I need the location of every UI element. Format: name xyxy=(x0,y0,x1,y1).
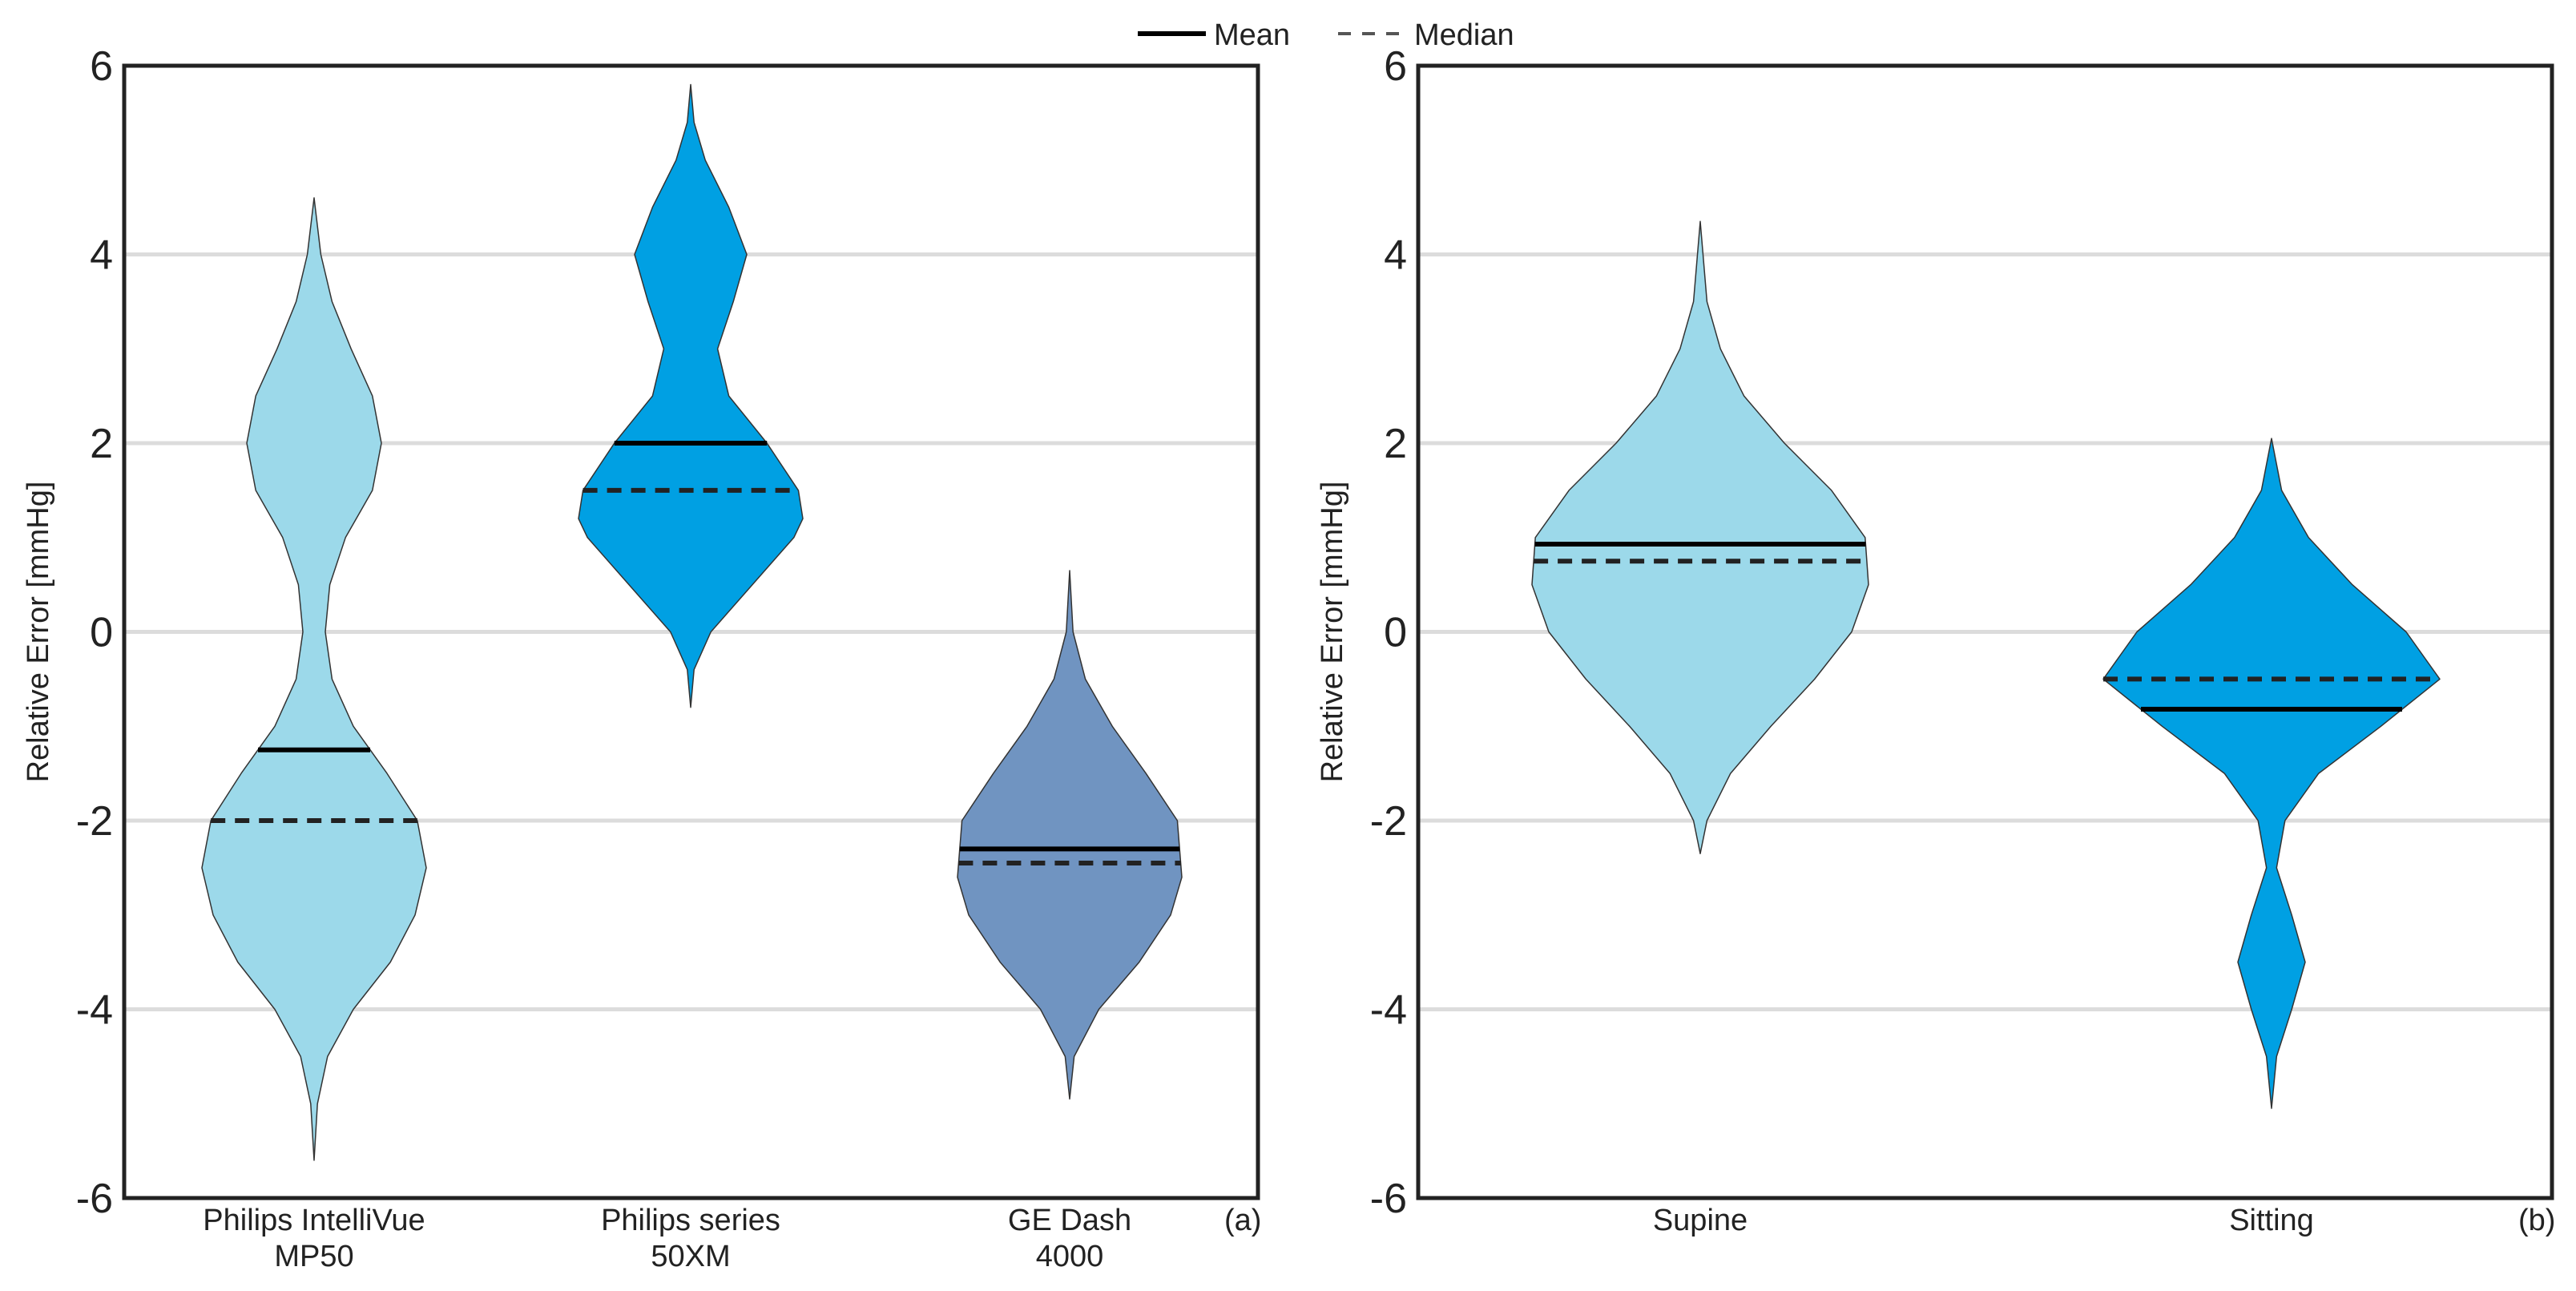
y-tick-label: -4 xyxy=(76,987,113,1034)
violin-body xyxy=(2102,438,2441,1109)
y-tick-label: 6 xyxy=(90,43,113,90)
y-tick-label: 4 xyxy=(1384,232,1407,279)
category-tick-label: Supine xyxy=(1653,1204,1748,1237)
y-tick-label: -2 xyxy=(1370,798,1407,845)
category-tick-label: 50XM xyxy=(651,1240,730,1273)
category-tick-label: MP50 xyxy=(274,1240,353,1273)
category-tick-label: GE Dash xyxy=(1008,1204,1131,1237)
violin-body xyxy=(957,570,1183,1100)
legend: Mean Median xyxy=(1138,18,1514,52)
y-axis-title: Relative Error [mmHg] xyxy=(22,482,55,783)
y-tick-label: 6 xyxy=(1384,43,1407,90)
y-tick-label: 0 xyxy=(90,610,113,656)
legend-median-label: Median xyxy=(1414,18,1514,52)
category-tick-label: 4000 xyxy=(1036,1240,1104,1273)
violin-body xyxy=(201,197,427,1161)
plot-frame xyxy=(122,63,1260,1200)
y-tick-label: 4 xyxy=(90,232,113,279)
legend-mean-label: Mean xyxy=(1214,18,1290,52)
y-tick-label: 2 xyxy=(90,421,113,467)
y-axis-title: Relative Error [mmHg] xyxy=(1316,482,1349,783)
y-tick-label: -4 xyxy=(1370,987,1407,1034)
violin-body xyxy=(578,83,804,708)
violin-body xyxy=(1531,220,1869,854)
y-tick-label: -6 xyxy=(1370,1176,1407,1222)
y-tick-label: -2 xyxy=(76,798,113,845)
category-tick-label: Philips IntelliVue xyxy=(203,1204,425,1237)
category-tick-label: Philips series xyxy=(601,1204,780,1237)
panel-label: (a) xyxy=(1224,1204,1261,1237)
y-tick-label: 0 xyxy=(1384,610,1407,656)
y-tick-label: -6 xyxy=(76,1176,113,1222)
panel-b: Supine Sitting -6 -4 -2 0 2 4 6 Relative Error [m… xyxy=(1316,43,2555,1237)
plot-frame xyxy=(1416,63,2554,1200)
panel-label: (b) xyxy=(2518,1204,2555,1237)
y-tick-label: 2 xyxy=(1384,421,1407,467)
category-tick-label: Sitting xyxy=(2229,1204,2314,1237)
